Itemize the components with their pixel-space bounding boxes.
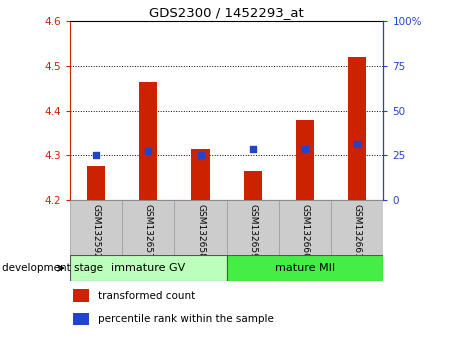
Bar (331, 200, 383, 255)
Bar (348, 57, 366, 200)
Bar (296, 120, 314, 200)
Title: GDS2300 / 1452293_at: GDS2300 / 1452293_at (149, 6, 304, 19)
Text: percentile rank within the sample: percentile rank within the sample (98, 314, 274, 324)
Text: GSM132661: GSM132661 (353, 204, 362, 259)
Text: GSM132657: GSM132657 (144, 204, 153, 259)
Bar (175, 200, 226, 255)
Text: development stage: development stage (2, 263, 103, 273)
Bar (70, 200, 122, 255)
Point (92, 153, 100, 158)
Bar (122, 200, 175, 255)
Text: transformed count: transformed count (98, 291, 195, 301)
Bar (73, 289, 89, 302)
Text: GSM132658: GSM132658 (196, 204, 205, 259)
Point (301, 146, 308, 152)
Text: mature MII: mature MII (275, 263, 335, 273)
Bar (279, 200, 331, 255)
Text: GSM132659: GSM132659 (248, 204, 257, 259)
Text: immature GV: immature GV (111, 263, 185, 273)
Point (145, 148, 152, 154)
Bar (73, 313, 89, 325)
Text: GSM132660: GSM132660 (300, 204, 309, 259)
Bar (70, 255, 226, 281)
Point (354, 141, 361, 147)
Point (197, 153, 204, 158)
Bar (139, 81, 157, 200)
Point (249, 146, 256, 152)
Bar (244, 171, 262, 200)
Bar (226, 255, 383, 281)
Bar (226, 200, 279, 255)
Bar (191, 149, 210, 200)
Bar (87, 166, 105, 200)
Text: GSM132592: GSM132592 (92, 204, 101, 259)
